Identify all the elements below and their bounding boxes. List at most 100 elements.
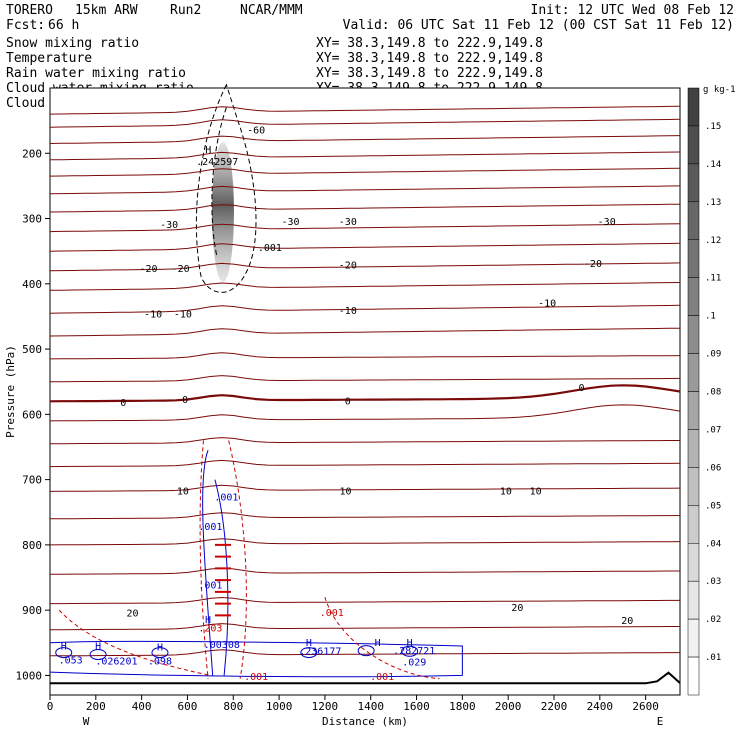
colorbar-swatch — [687, 353, 700, 392]
isotherm — [50, 649, 680, 657]
field-xy: XY= 38.3,149.8 to 222.9,149.8 — [316, 51, 543, 66]
colorbar-label: .02 — [705, 615, 721, 625]
cloud-water-contour — [49, 640, 463, 678]
x-tick-label: 2000 — [495, 700, 522, 713]
isotherm-label: 10 — [340, 486, 352, 497]
y-tick-label: 500 — [22, 343, 42, 356]
isotherm-label: -10 — [174, 309, 192, 320]
isotherm-label: -20 — [139, 264, 157, 275]
y-tick-label: 400 — [22, 278, 42, 291]
x-tick-label: 1200 — [312, 700, 339, 713]
valid-time: Valid: 06 UTC Sat 11 Feb 12 (00 CST Sat … — [343, 18, 734, 33]
colorbar-label: .13 — [705, 198, 721, 208]
isotherm-label: 10 — [177, 486, 189, 497]
x-tick-label: 2400 — [587, 700, 614, 713]
x-axis-label: Distance (km) — [322, 715, 408, 728]
x-tick-label: 0 — [47, 700, 54, 713]
cloud-water-label: .053 — [59, 656, 83, 667]
isotherm — [49, 151, 681, 161]
colorbar-label: .1 — [705, 312, 716, 322]
cloud-water-label: .282721 — [393, 646, 435, 657]
max-marker: H — [306, 638, 312, 649]
cloud-water-label: .001 — [198, 522, 222, 533]
colorbar-swatch — [687, 467, 700, 506]
colorbar-swatch — [687, 543, 700, 582]
east-label: E — [657, 715, 664, 728]
y-tick-label: 600 — [22, 408, 42, 421]
isotherm-label: 20 — [126, 608, 138, 619]
isotherm — [49, 223, 681, 233]
x-tick-label: 2200 — [541, 700, 568, 713]
isotherm — [49, 484, 681, 492]
colorbar-swatch — [687, 656, 700, 696]
snow-plume — [211, 142, 234, 283]
isotherm — [50, 375, 681, 383]
isotherm-label: 10 — [500, 486, 512, 497]
snow-max-value: .242597 — [196, 157, 238, 168]
max-marker: H — [407, 638, 413, 649]
x-tick-label: 400 — [132, 700, 152, 713]
colorbar-swatch — [687, 391, 700, 430]
colorbar-label: .09 — [705, 350, 721, 360]
cloud-water-cell — [300, 647, 318, 659]
colorbar-swatch — [687, 125, 700, 165]
isotherm-label: -20 — [339, 261, 357, 272]
field-name: Snow mixing ratio — [6, 36, 139, 51]
colorbar-unit: g kg-1 — [703, 85, 736, 95]
y-tick-label: 800 — [22, 539, 42, 552]
cloud-water-column — [202, 450, 229, 676]
isotherm-label: -30 — [282, 217, 300, 228]
cloud-water-label: .00308 — [204, 640, 240, 651]
colorbar-swatch — [687, 239, 700, 278]
isotherm — [49, 242, 681, 252]
colorbar-label: .04 — [705, 539, 721, 549]
model-title: TORERO — [6, 3, 53, 18]
isotherm — [49, 567, 680, 575]
colorbar-swatch — [687, 277, 700, 316]
isotherm — [49, 459, 681, 468]
x-tick-label: 600 — [178, 700, 198, 713]
isotherm — [49, 538, 681, 546]
x-tick-label: 2600 — [632, 700, 659, 713]
terrain-line — [50, 671, 681, 685]
field-xy: XY= 38.3,149.8 to 222.9,149.8 — [316, 66, 543, 81]
colorbar-label: .08 — [705, 388, 721, 398]
isotherm — [49, 167, 681, 177]
colorbar-swatch — [687, 429, 700, 468]
colorbar-label: .07 — [705, 425, 721, 435]
west-label: W — [83, 715, 90, 728]
isotherm-label: 20 — [621, 616, 633, 627]
x-tick-label: 1600 — [403, 700, 430, 713]
colorbar-label: .03 — [705, 577, 721, 587]
isotherm — [50, 437, 680, 445]
y-axis-label: Pressure (hPa) — [4, 345, 17, 438]
colorbar-label: .01 — [705, 653, 721, 663]
y-tick-label: 900 — [22, 604, 42, 617]
isotherm-label: -30 — [339, 217, 357, 228]
colorbar-swatch — [687, 87, 700, 127]
y-tick-label: 200 — [22, 147, 42, 160]
isotherm-label: -20 — [584, 259, 602, 270]
rain-label: .203 — [198, 624, 222, 635]
isotherm-label: -10 — [538, 298, 556, 309]
isotherm-label: -30 — [598, 217, 616, 228]
isotherm-label: -20 — [172, 264, 190, 275]
cloud-water-cell — [151, 647, 169, 659]
y-tick-label: 1000 — [16, 669, 43, 682]
isotherm-label: 0 — [120, 398, 126, 409]
x-tick-label: 1800 — [449, 700, 476, 713]
colorbar-swatch — [687, 618, 700, 658]
cloud-water-cell — [55, 647, 73, 659]
isotherm-label: -10 — [339, 306, 357, 317]
isotherm — [49, 118, 681, 128]
rain-label: .001 — [244, 672, 268, 683]
colorbar: .01 .02 .03 .04 .05 .06 .07 .08 .09 .1 .11 .12 .13 .1… — [687, 85, 736, 696]
isotherm — [49, 512, 681, 520]
isotherm-label: 20 — [511, 603, 523, 614]
rain-contour-low — [58, 596, 440, 680]
y-tick-label: 300 — [22, 213, 42, 226]
run-title: Run2 — [170, 3, 201, 18]
x-tick-label: 1400 — [357, 700, 384, 713]
ice-label: .001 — [258, 243, 282, 254]
